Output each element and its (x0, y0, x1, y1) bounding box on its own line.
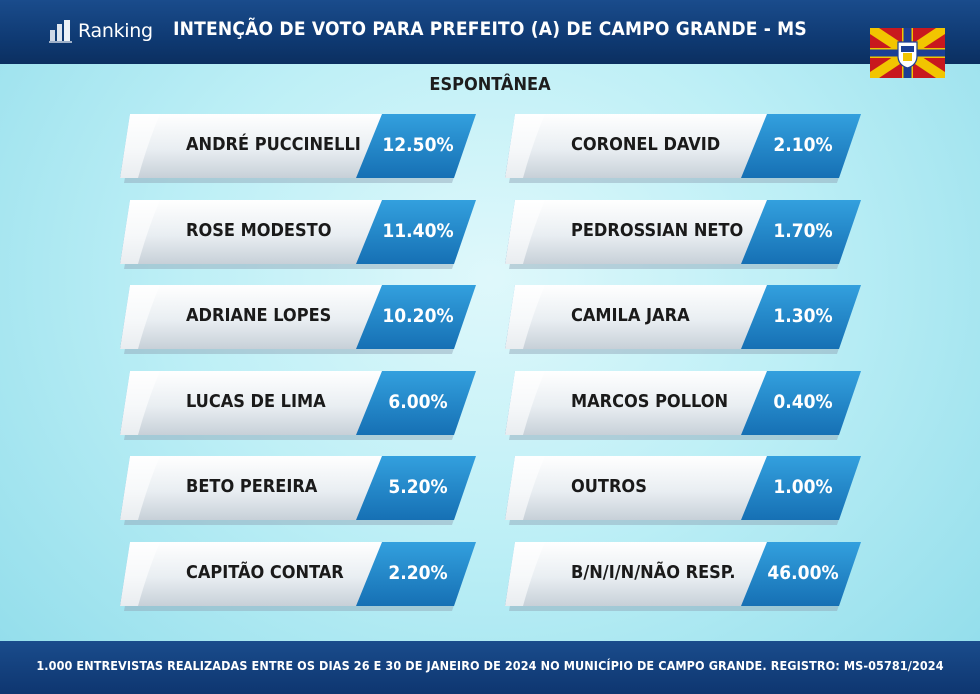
vote-percentage: 0.40% (773, 390, 833, 413)
vote-percentage: 1.30% (773, 305, 833, 327)
vote-percentage: 6.00% (388, 390, 448, 413)
row-shape (120, 456, 476, 525)
vote-percentage: 11.40% (382, 219, 454, 242)
candidate-name: CAPITÃO CONTAR (186, 561, 344, 583)
result-row: CORONEL DAVID 2.10% (505, 112, 865, 184)
left-column: ANDRÉ PUCCINELLI 12.50% ROSE MODESTO 11.40%… (120, 112, 480, 625)
footer-bar: 1.000 ENTREVISTAS REALIZADAS ENTRE OS DI… (0, 641, 980, 694)
row-shape (505, 456, 861, 525)
header-bar: Ranking INTENÇÃO DE VOTO PARA PREFEITO (… (0, 0, 980, 64)
candidate-name: BETO PEREIRA (186, 476, 318, 497)
candidate-name: OUTROS (571, 476, 647, 497)
row-shape (120, 285, 476, 354)
candidate-name: CORONEL DAVID (571, 134, 721, 155)
vote-percentage: 12.50% (382, 134, 454, 156)
candidate-name: CAMILA JARA (571, 305, 690, 326)
vote-percentage: 46.00% (767, 561, 839, 584)
row-shape (505, 199, 861, 269)
result-row: CAMILA JARA 1.30% (505, 283, 865, 355)
vote-percentage: 5.20% (388, 476, 448, 498)
vote-percentage: 2.20% (388, 561, 448, 584)
vote-percentage: 1.70% (773, 219, 833, 242)
vote-percentage: 1.00% (773, 476, 833, 498)
campo-grande-flag-icon (870, 28, 945, 78)
result-row: B/N/I/N/NÃO RESP. 46.00% (505, 540, 865, 612)
result-row: OUTROS 1.00% (505, 454, 865, 526)
result-row: ROSE MODESTO 11.40% (120, 198, 480, 270)
row-shape (505, 541, 861, 611)
candidate-name: ANDRÉ PUCCINELLI (186, 134, 361, 155)
row-shape (120, 541, 476, 611)
ranking-logo-icon (49, 20, 72, 43)
row-shape (505, 370, 861, 440)
result-row: ANDRÉ PUCCINELLI 12.50% (120, 112, 480, 184)
candidate-name: LUCAS DE LIMA (186, 390, 326, 412)
page-title: INTENÇÃO DE VOTO PARA PREFEITO (A) DE CA… (173, 18, 807, 40)
right-column: CORONEL DAVID 2.10% PEDROSSIAN NETO 1.70% CA… (505, 112, 865, 625)
result-row: LUCAS DE LIMA 6.00% (120, 369, 480, 441)
row-shape (120, 370, 476, 440)
vote-percentage: 10.20% (382, 305, 454, 327)
candidate-name: ADRIANE LOPES (186, 305, 332, 326)
logo-text: Ranking (78, 20, 153, 42)
footer-note: 1.000 ENTREVISTAS REALIZADAS ENTRE OS DI… (36, 658, 944, 673)
row-shape (505, 285, 861, 354)
chart-subtitle: ESPONTÂNEA (429, 74, 551, 95)
row-shape (505, 114, 861, 183)
candidate-name: ROSE MODESTO (186, 219, 332, 241)
result-row: BETO PEREIRA 5.20% (120, 454, 480, 526)
candidate-name: MARCOS POLLON (571, 390, 729, 412)
result-row: CAPITÃO CONTAR 2.20% (120, 540, 480, 612)
result-row: MARCOS POLLON 0.40% (505, 369, 865, 441)
result-row: PEDROSSIAN NETO 1.70% (505, 198, 865, 270)
result-row: ADRIANE LOPES 10.20% (120, 283, 480, 355)
candidate-name: B/N/I/N/NÃO RESP. (571, 561, 736, 583)
row-shape (120, 114, 476, 183)
vote-percentage: 2.10% (773, 134, 833, 156)
row-shape (120, 199, 476, 269)
candidate-name: PEDROSSIAN NETO (571, 219, 744, 241)
logo: Ranking (48, 14, 153, 48)
